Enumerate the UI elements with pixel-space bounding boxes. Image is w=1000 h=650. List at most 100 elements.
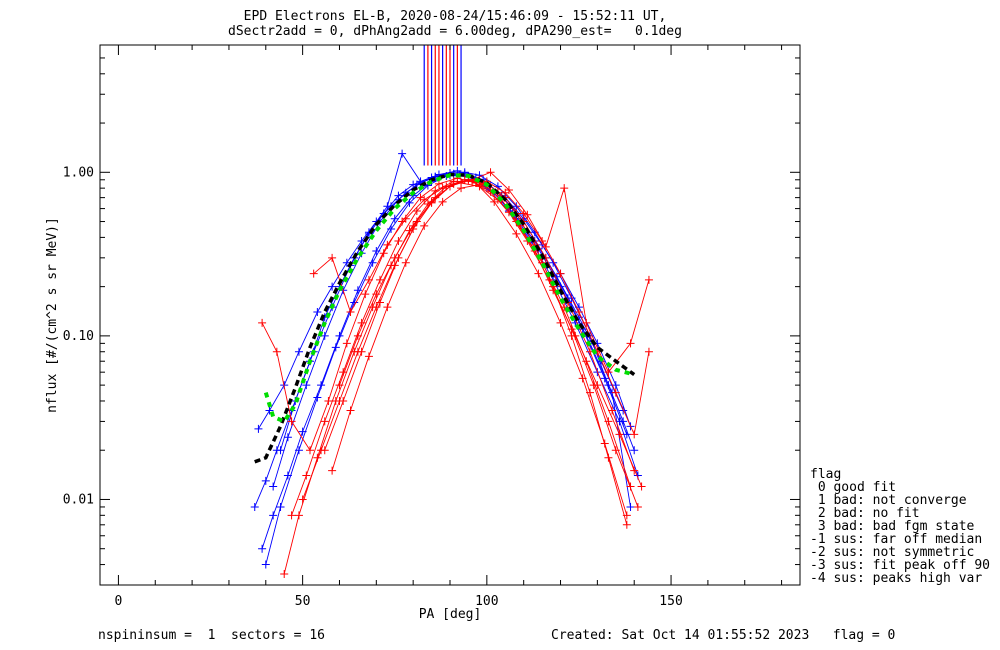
series-line bbox=[324, 171, 650, 451]
data-point bbox=[324, 396, 333, 405]
flag-legend-item: -2 sus: not symmetric bbox=[810, 545, 975, 560]
y-axis-label: nflux [#/(cm^2 s sr MeV)] bbox=[45, 217, 60, 413]
data-point bbox=[401, 214, 410, 223]
data-point bbox=[611, 446, 620, 455]
data-point bbox=[431, 193, 440, 202]
data-point bbox=[586, 388, 594, 397]
data-point bbox=[512, 229, 521, 238]
data-point bbox=[567, 331, 576, 340]
y-tick-label: 1.00 bbox=[63, 165, 94, 180]
data-point bbox=[538, 237, 547, 246]
data-point bbox=[261, 476, 270, 485]
data-point bbox=[357, 318, 366, 327]
data-point bbox=[534, 269, 543, 278]
series-line bbox=[261, 174, 639, 549]
flag-legend-item: 2 bad: no fit bbox=[810, 506, 920, 521]
data-point bbox=[272, 347, 281, 356]
series-7 bbox=[280, 175, 635, 579]
data-point bbox=[353, 286, 362, 295]
data-point bbox=[486, 168, 495, 177]
flag-legend-item: 0 good fit bbox=[810, 480, 897, 495]
data-point bbox=[313, 393, 322, 402]
data-point bbox=[320, 417, 329, 426]
series-line bbox=[313, 182, 643, 487]
series-line bbox=[302, 179, 635, 500]
data-point bbox=[294, 347, 303, 356]
data-point bbox=[622, 430, 631, 439]
data-point bbox=[269, 482, 278, 491]
data-point bbox=[353, 331, 362, 340]
data-point bbox=[313, 307, 322, 316]
data-point bbox=[383, 303, 392, 312]
data-point bbox=[320, 446, 329, 455]
data-point bbox=[335, 381, 344, 390]
data-point bbox=[501, 188, 510, 197]
data-point bbox=[409, 221, 418, 230]
flag-legend-item: 1 bad: not converge bbox=[810, 493, 967, 508]
data-point bbox=[446, 182, 454, 191]
data-point bbox=[630, 430, 639, 439]
data-point bbox=[604, 453, 613, 462]
data-point bbox=[560, 184, 569, 193]
data-point bbox=[398, 149, 407, 158]
series-line bbox=[291, 180, 639, 516]
fit-layer bbox=[254, 172, 636, 464]
data-point bbox=[298, 495, 307, 504]
data-point bbox=[276, 446, 285, 455]
series-9 bbox=[309, 179, 646, 491]
series-0 bbox=[250, 168, 639, 511]
data-point bbox=[302, 471, 311, 480]
data-point bbox=[608, 406, 617, 415]
data-point bbox=[302, 381, 311, 390]
fit-curve-1 bbox=[263, 173, 635, 424]
series-line bbox=[265, 173, 631, 565]
chart-subtitle: dSectr2add = 0, dPhAng2add = 6.00deg, dP… bbox=[228, 24, 682, 39]
data-point bbox=[294, 511, 303, 520]
data-point bbox=[342, 339, 351, 348]
data-point bbox=[622, 520, 631, 529]
data-point bbox=[261, 560, 270, 569]
data-point bbox=[269, 511, 278, 520]
chart-title: EPD Electrons EL-B, 2020-08-24/15:46:09 … bbox=[243, 9, 667, 24]
data-point bbox=[280, 570, 289, 579]
data-point bbox=[306, 446, 314, 455]
flag-legend: flag 0 good fit 1 bad: not converge 2 ba… bbox=[810, 468, 990, 585]
fit-curve-0 bbox=[254, 172, 636, 464]
data-point bbox=[372, 303, 381, 312]
data-point bbox=[265, 406, 274, 415]
data-point bbox=[390, 214, 399, 223]
series-line bbox=[331, 184, 628, 525]
data-point bbox=[364, 352, 373, 361]
data-point bbox=[331, 343, 340, 352]
series-line bbox=[258, 174, 631, 430]
data-point bbox=[394, 237, 403, 246]
data-point bbox=[309, 269, 318, 278]
data-point bbox=[276, 502, 285, 511]
data-point bbox=[401, 258, 410, 267]
x-tick-label: 50 bbox=[295, 594, 311, 609]
data-point bbox=[376, 298, 384, 307]
data-point bbox=[372, 290, 381, 299]
data-point bbox=[427, 197, 436, 206]
data-point bbox=[416, 193, 425, 202]
data-point bbox=[626, 502, 635, 511]
data-point bbox=[368, 258, 377, 267]
data-point bbox=[475, 180, 484, 189]
data-point bbox=[630, 466, 639, 475]
data-point bbox=[633, 502, 642, 511]
data-point bbox=[320, 331, 329, 340]
x-tick-label: 150 bbox=[659, 594, 682, 609]
series-line bbox=[261, 177, 628, 516]
data-point bbox=[405, 198, 414, 207]
x-axis-label: PA [deg] bbox=[419, 607, 482, 622]
x-tick-label: 100 bbox=[475, 594, 498, 609]
data-point bbox=[383, 240, 392, 249]
data-point bbox=[604, 368, 613, 377]
spike-bars bbox=[423, 45, 462, 166]
data-point bbox=[512, 202, 521, 211]
data-point bbox=[346, 307, 355, 316]
series-1 bbox=[254, 170, 635, 433]
data-point bbox=[556, 318, 565, 327]
data-point bbox=[376, 275, 384, 284]
data-point bbox=[383, 202, 392, 211]
